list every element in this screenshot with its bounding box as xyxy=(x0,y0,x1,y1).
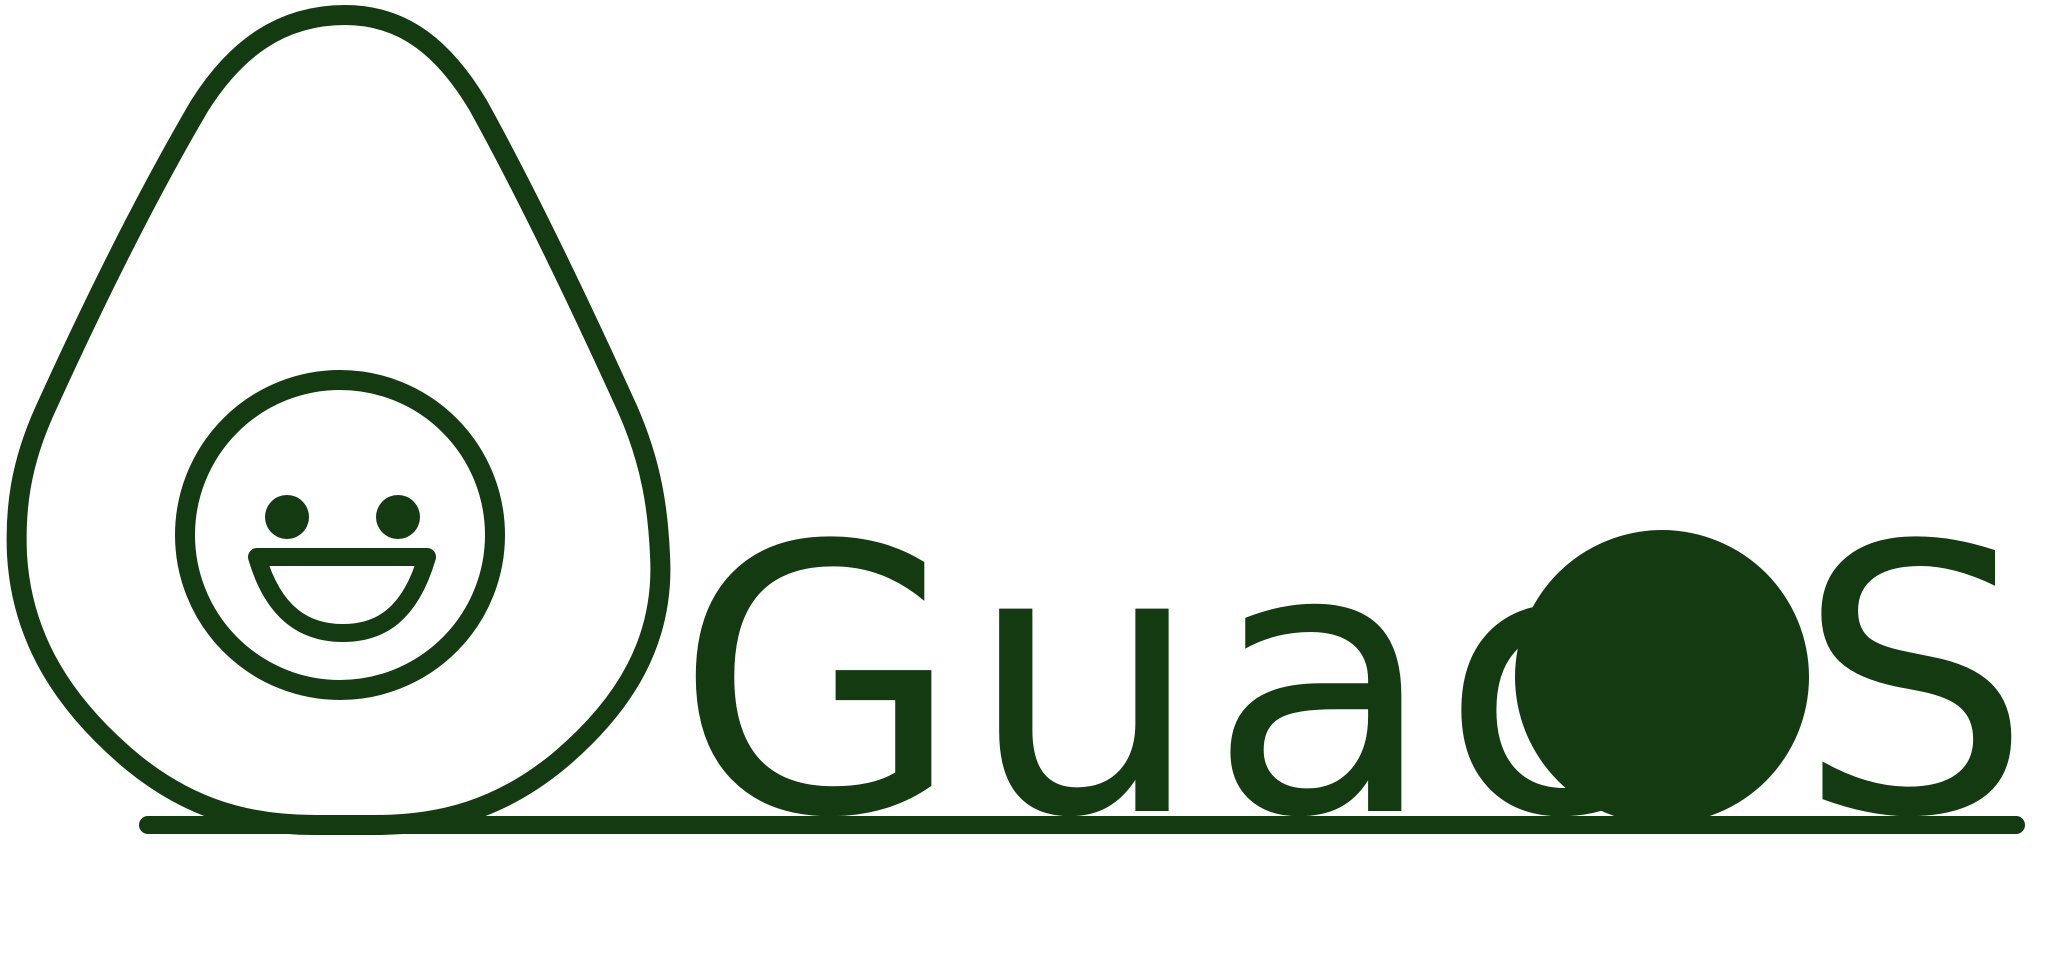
wordmark-s: S xyxy=(1797,469,2032,899)
left-eye-icon xyxy=(265,495,309,539)
wordmark-guac: Guac xyxy=(675,469,1650,899)
face-circle xyxy=(175,370,505,700)
right-eye-icon xyxy=(376,495,420,539)
smiling-avocado-icon xyxy=(6,5,671,835)
smiley-face-icon xyxy=(175,370,505,700)
avocado-outline xyxy=(6,5,671,835)
smile-mouth-icon xyxy=(248,548,436,642)
avocado-pit-icon xyxy=(1515,530,1809,824)
